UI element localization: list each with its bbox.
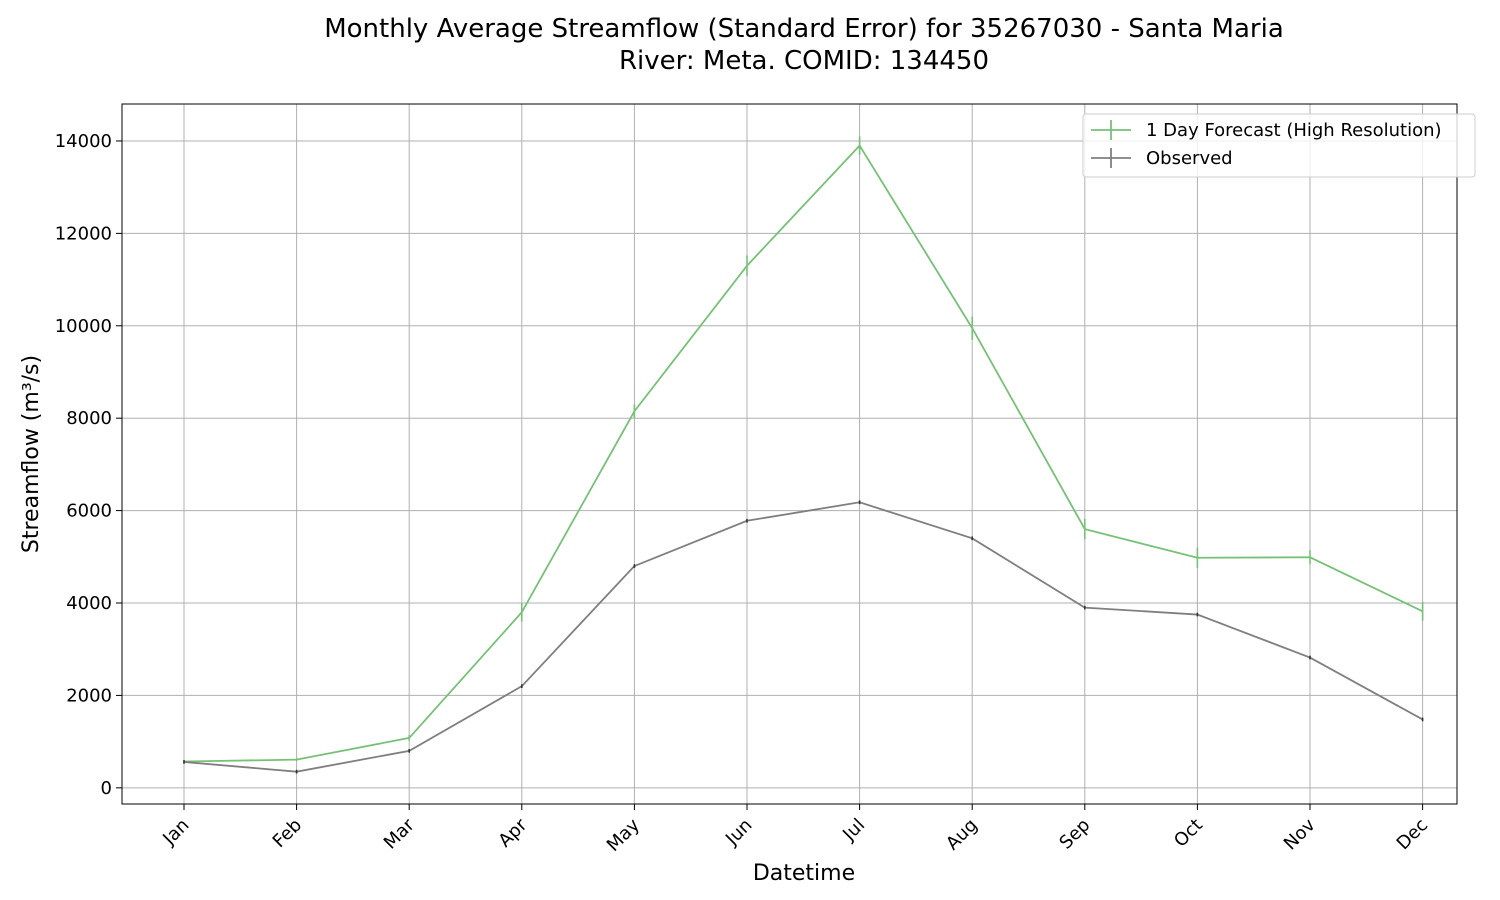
x-axis-label: Datetime — [753, 861, 855, 886]
series-line-observed — [183, 501, 1424, 773]
x-tick-label: Jan — [158, 815, 193, 850]
y-tick-label: 6000 — [66, 501, 112, 522]
series-layer — [183, 136, 1424, 774]
x-tick-label: Oct — [1170, 815, 1207, 852]
x-tick-label: Feb — [269, 815, 306, 852]
y-tick-label: 10000 — [55, 316, 112, 337]
grid — [122, 104, 1457, 804]
y-tick-label: 2000 — [66, 685, 112, 706]
x-tick-label: Aug — [942, 815, 982, 855]
plot-area — [122, 104, 1457, 804]
legend-label-forecast: 1 Day Forecast (High Resolution) — [1146, 120, 1442, 141]
x-tick-label: May — [603, 814, 644, 855]
y-axis-ticks: 0 2000 4000 6000 8000 10000 12000 14000 — [55, 131, 122, 799]
legend: 1 Day Forecast (High Resolution) Observe… — [1082, 113, 1476, 178]
legend-box — [1082, 113, 1476, 178]
y-tick-label: 14000 — [55, 131, 112, 152]
chart-title-line2: River: Meta. COMID: 134450 — [619, 46, 989, 76]
x-tick-label: Mar — [380, 814, 419, 853]
x-tick-label: Sep — [1055, 815, 1094, 854]
series-line-forecast — [183, 144, 1423, 763]
chart-title-line1: Monthly Average Streamflow (Standard Err… — [324, 14, 1284, 44]
x-tick-label: Jul — [838, 815, 869, 846]
x-tick-label: Nov — [1280, 814, 1320, 854]
plot-frame — [121, 103, 1458, 805]
y-tick-label: 8000 — [66, 408, 112, 429]
x-tick-label: Jun — [721, 815, 756, 850]
x-axis-ticks: Jan Feb Mar Apr May Jun Jul Aug Sep Oct Nov Dec — [158, 804, 1432, 856]
x-tick-label: Apr — [494, 814, 531, 851]
y-tick-label: 4000 — [66, 593, 112, 614]
x-tick-label: Dec — [1393, 815, 1432, 854]
legend-label-observed: Observed — [1146, 148, 1233, 169]
y-tick-label: 0 — [101, 778, 112, 799]
y-axis-label: Streamflow (m³/s) — [19, 355, 44, 553]
y-tick-label: 12000 — [55, 223, 112, 244]
